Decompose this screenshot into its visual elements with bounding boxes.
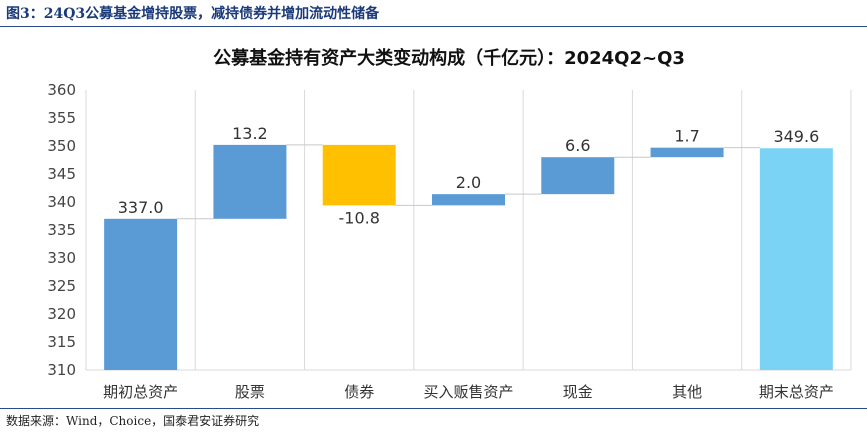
bar	[432, 194, 505, 206]
category-label: 其他	[672, 383, 702, 401]
footer-rule	[0, 408, 867, 409]
data-label: 6.6	[565, 136, 590, 155]
y-tick-label: 310	[47, 361, 76, 379]
figure-title: 图3：24Q3公募基金增持股票，减持债券并增加流动性储备	[6, 6, 380, 22]
category-label: 买入贩售资产	[423, 383, 513, 401]
data-label: 349.6	[773, 127, 819, 146]
bar	[104, 218, 178, 370]
header-rule	[0, 26, 867, 27]
data-label: -10.8	[339, 208, 380, 227]
y-tick-label: 340	[47, 193, 76, 211]
data-labels: 337.0 13.2 -10.8 2.0 6.6 1.7 349.6	[118, 124, 820, 227]
y-tick-label: 315	[47, 333, 76, 351]
bar	[759, 148, 833, 370]
y-tick-label: 335	[47, 221, 76, 239]
y-axis-ticks: 310 315 320 325 330 335 340 345 350 355 360	[47, 81, 76, 379]
bars	[104, 144, 833, 370]
bar	[213, 144, 287, 219]
waterfall-chart: 公募基金持有资产大类变动构成（千亿元）：2024Q2~Q3 337.0 13.2 -…	[47, 47, 852, 401]
bar	[322, 144, 396, 206]
connector-lines	[177, 144, 760, 220]
y-tick-label: 350	[47, 137, 76, 155]
category-label: 现金	[563, 383, 593, 401]
data-label: 2.0	[456, 173, 481, 192]
category-label: 债券	[344, 383, 374, 401]
y-tick-label: 325	[47, 277, 76, 295]
chart-title: 公募基金持有资产大类变动构成（千亿元）：2024Q2~Q3	[213, 47, 685, 69]
category-label: 期末总资产	[759, 383, 834, 401]
data-label: 1.7	[674, 127, 699, 146]
y-tick-label: 355	[47, 109, 76, 127]
grid-lines	[85, 90, 852, 371]
data-label: 337.0	[118, 198, 164, 217]
y-tick-label: 345	[47, 165, 76, 183]
x-axis-categories: 期初总资产 股票 债券 买入贩售资产 现金 其他 期末总资产	[103, 383, 834, 401]
bar	[541, 157, 615, 195]
y-tick-label: 360	[47, 81, 76, 99]
y-tick-label: 330	[47, 249, 76, 267]
source-note: 数据来源：Wind，Choice，国泰君安证券研究	[6, 414, 260, 428]
data-label: 13.2	[232, 124, 268, 143]
bar	[650, 147, 724, 158]
category-label: 股票	[235, 383, 265, 401]
category-label: 期初总资产	[103, 383, 178, 401]
y-tick-label: 320	[47, 305, 76, 323]
